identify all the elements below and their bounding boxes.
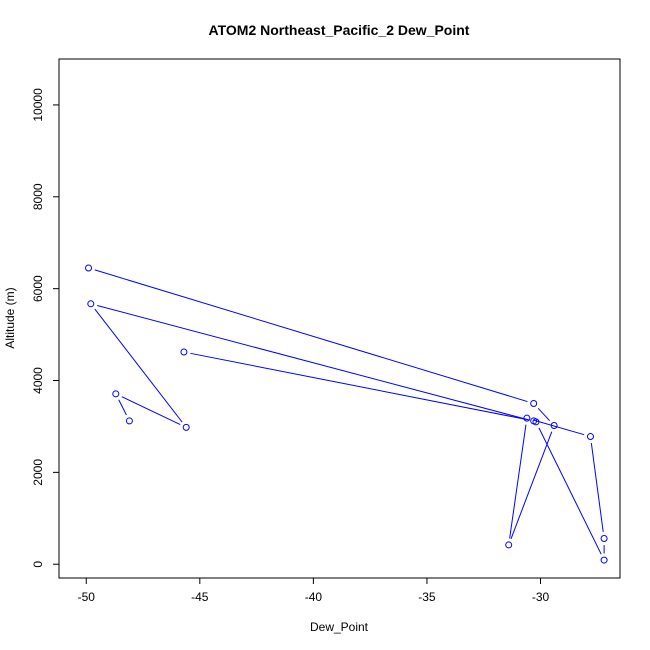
x-tick-label: -45	[191, 590, 209, 604]
series-line-segment	[118, 399, 127, 416]
data-point	[505, 541, 513, 549]
y-tick-label: 0	[31, 561, 45, 568]
plot-area	[85, 264, 608, 564]
x-axis-label: Dew_Point	[310, 620, 369, 634]
y-tick-label: 4000	[31, 367, 45, 394]
series-line-segment	[538, 427, 602, 555]
data-point	[530, 399, 538, 407]
data-point	[530, 417, 538, 425]
series-line-segment	[121, 396, 181, 425]
series-0	[85, 264, 608, 564]
y-tick-label: 8000	[31, 183, 45, 210]
x-tick-label: -30	[532, 590, 550, 604]
data-point	[550, 422, 558, 430]
data-point	[586, 433, 594, 441]
series-line-segment	[97, 305, 530, 421]
data-point	[182, 423, 190, 431]
plot-frame	[58, 58, 621, 579]
y-axis-label: Altitude (m)	[3, 287, 17, 348]
chart-title: ATOM2 Northeast_Pacific_2 Dew_Point	[209, 22, 470, 38]
x-tick-label: -35	[418, 590, 436, 604]
series-1	[180, 348, 538, 425]
x-tick-label: -50	[78, 590, 96, 604]
series-line-segment	[537, 407, 551, 422]
data-point	[600, 556, 608, 564]
data-point	[523, 414, 531, 422]
series-line-segment	[509, 424, 527, 539]
series-line-segment	[190, 352, 528, 421]
data-point	[600, 535, 608, 543]
data-point	[87, 300, 95, 308]
series-line-segment	[590, 443, 604, 533]
series-line-segment	[94, 269, 528, 403]
data-point	[180, 348, 188, 356]
series-line-segment	[94, 308, 183, 423]
data-point	[125, 417, 133, 425]
data-point	[112, 390, 120, 398]
x-tick-label: -40	[305, 590, 323, 604]
series-line-segment	[533, 419, 585, 436]
data-point	[85, 264, 93, 272]
y-tick-label: 10000	[31, 88, 45, 122]
series-line-segment	[510, 431, 553, 539]
y-tick-label: 2000	[31, 459, 45, 486]
y-tick-label: 6000	[31, 275, 45, 302]
